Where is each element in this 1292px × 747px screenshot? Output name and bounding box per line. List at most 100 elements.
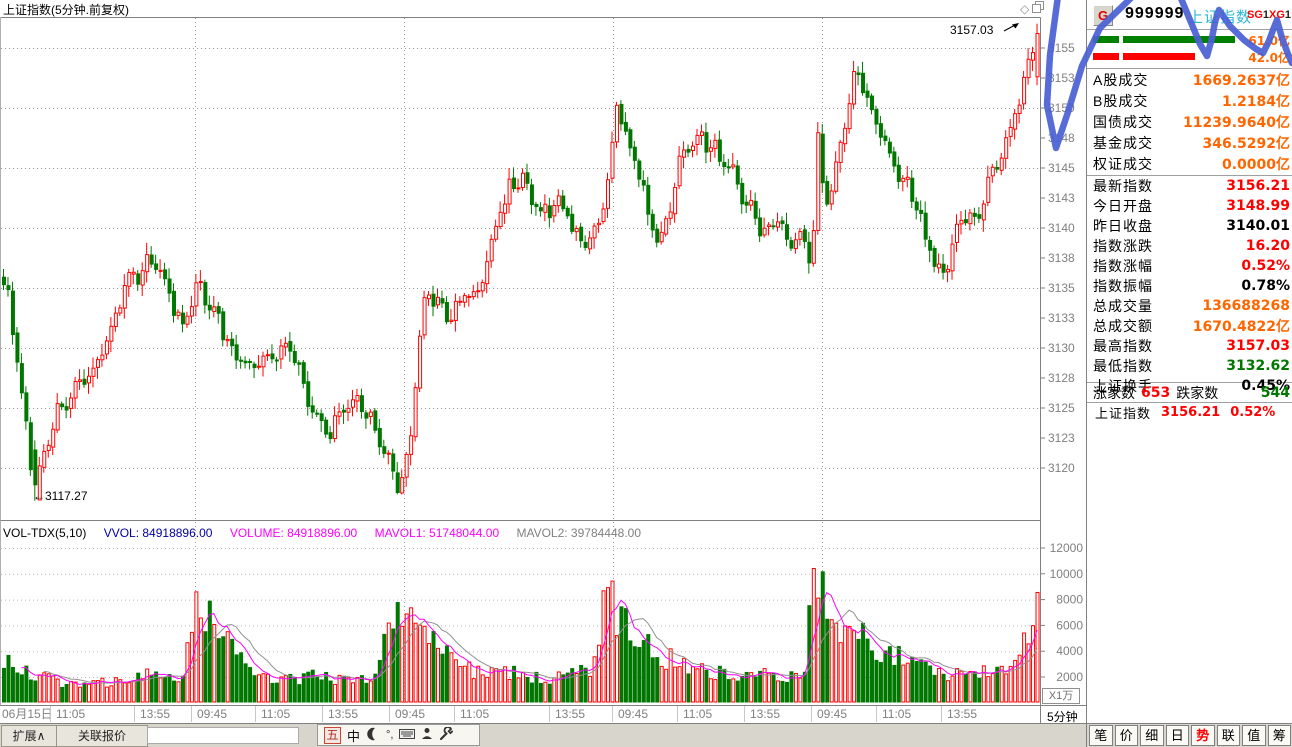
svg-text:11:05: 11:05 bbox=[261, 707, 290, 721]
status-bar: 扩展∧ 关联报价 五 中 °, bbox=[0, 723, 1086, 747]
intraday-chart-title: 上证指数 3156.21 0.52% bbox=[1087, 403, 1292, 421]
index-stat-3-row: 指数涨跌 16.20 bbox=[1087, 236, 1292, 256]
stock-name: 上证指数 bbox=[1188, 9, 1253, 26]
index-stat-10-row: 上证换手 0.45% bbox=[1087, 376, 1292, 396]
svg-text:3153: 3153 bbox=[1048, 71, 1075, 85]
index-stat-8-value: 3157.03 bbox=[1226, 338, 1290, 354]
turnover-2-value: 11239.9640亿 bbox=[1183, 114, 1290, 131]
diamond-icon[interactable]: ◇ bbox=[1020, 1, 1030, 16]
turnover-0-label: A股成交 bbox=[1093, 71, 1149, 88]
turnover-2-label: 国债成交 bbox=[1093, 113, 1153, 130]
index-stat-7-row: 总成交额 1670.4822亿 bbox=[1087, 316, 1292, 336]
svg-text:8000: 8000 bbox=[1056, 593, 1083, 607]
tag-sg1: SG1 bbox=[1247, 9, 1270, 21]
intraday-name: 上证指数 bbox=[1095, 405, 1152, 421]
panel-tab-价[interactable]: 价 bbox=[1114, 725, 1138, 746]
svg-text:3148: 3148 bbox=[1048, 131, 1075, 145]
index-stat-2-label: 昨日收盘 bbox=[1093, 218, 1153, 234]
g-button[interactable]: G bbox=[1093, 5, 1113, 26]
svg-text:4000: 4000 bbox=[1056, 644, 1083, 658]
panel-tab-细[interactable]: 细 bbox=[1140, 725, 1164, 746]
status-input-strip[interactable] bbox=[147, 727, 299, 744]
turnover-0-value: 1669.2637亿 bbox=[1192, 72, 1290, 89]
svg-text:3133: 3133 bbox=[1048, 311, 1075, 325]
ime-settings-wrench-icon[interactable] bbox=[439, 725, 454, 744]
panel-tab-联[interactable]: 联 bbox=[1216, 725, 1240, 746]
svg-text:3150: 3150 bbox=[1048, 101, 1075, 115]
svg-text:11:05: 11:05 bbox=[882, 707, 911, 721]
panel-tab-值[interactable]: 值 bbox=[1242, 725, 1266, 746]
index-stat-3-label: 指数涨跌 bbox=[1093, 238, 1153, 254]
quote-panel-header: G 999999 上证指数 SG1 XG1 bbox=[1087, 0, 1292, 30]
index-stat-9-label: 最低指数 bbox=[1093, 358, 1153, 374]
restore-window-icon[interactable] bbox=[1032, 1, 1045, 16]
ime-wubi-button[interactable]: 五 bbox=[324, 726, 341, 744]
turnover-1-label: B股成交 bbox=[1093, 92, 1149, 109]
index-stat-8-label: 最高指数 bbox=[1093, 338, 1153, 354]
index-stat-2-value: 3140.01 bbox=[1226, 218, 1290, 234]
panel-tab-日[interactable]: 日 bbox=[1165, 725, 1189, 746]
ime-user-icon[interactable] bbox=[421, 727, 433, 743]
expand-button[interactable]: 扩展∧ bbox=[1, 725, 57, 747]
svg-text:3125: 3125 bbox=[1048, 401, 1075, 415]
ime-keyboard-icon[interactable] bbox=[399, 728, 416, 743]
svg-text:11:05: 11:05 bbox=[683, 707, 712, 721]
period-selector[interactable]: 5分钟 bbox=[1047, 710, 1078, 724]
buy-sell-strength-bars: 61.0亿 42.0亿 bbox=[1087, 30, 1292, 69]
svg-text:3138: 3138 bbox=[1048, 251, 1075, 265]
low-price-annotation: ←3117.27 bbox=[33, 489, 88, 503]
index-stat-7-label: 总成交额 bbox=[1093, 318, 1153, 334]
panel-tab-势[interactable]: 势 bbox=[1191, 725, 1215, 746]
ime-fullmoon-icon[interactable] bbox=[366, 727, 380, 744]
advancers-count: 653 bbox=[1141, 384, 1171, 401]
index-stat-6-row: 总成交量 136688268 bbox=[1087, 296, 1292, 316]
svg-text:09:45: 09:45 bbox=[395, 707, 425, 721]
index-stat-3-value: 16.20 bbox=[1245, 238, 1290, 254]
buy-bar-segment bbox=[1093, 36, 1119, 43]
index-stat-9-row: 最低指数 3132.62 bbox=[1087, 356, 1292, 376]
buy-bar bbox=[1123, 36, 1235, 43]
svg-text:6000: 6000 bbox=[1056, 618, 1083, 632]
volume-unit-label: X1万 bbox=[1042, 688, 1080, 704]
decliners-count: 544 bbox=[1260, 384, 1290, 401]
sell-bar bbox=[1123, 53, 1195, 60]
advancers-decliners-row: 涨家数 653 跌家数 544 bbox=[1087, 383, 1292, 403]
svg-text:3145: 3145 bbox=[1048, 161, 1075, 175]
panel-tab-筹[interactable]: 筹 bbox=[1267, 725, 1291, 746]
index-stats-section: 最新指数 3156.21 今日开盘 3148.99 昨日收盘 3140.01 指数涨跌 16.… bbox=[1087, 176, 1292, 394]
svg-text:2000: 2000 bbox=[1056, 670, 1083, 684]
index-stat-1-row: 今日开盘 3148.99 bbox=[1087, 196, 1292, 216]
svg-text:09:45: 09:45 bbox=[618, 707, 648, 721]
sell-amount: 42.0亿 bbox=[1248, 51, 1290, 65]
panel-tab-笔[interactable]: 笔 bbox=[1089, 725, 1113, 746]
linked-quote-button[interactable]: 关联报价 bbox=[56, 725, 148, 747]
index-stat-9-value: 3132.62 bbox=[1226, 358, 1290, 374]
ime-language-button[interactable]: 中 bbox=[347, 728, 361, 744]
svg-text:3135: 3135 bbox=[1048, 281, 1075, 295]
ime-punctuation-button[interactable]: °, bbox=[386, 729, 394, 741]
intraday-change: 0.52% bbox=[1230, 404, 1276, 420]
svg-text:11:05: 11:05 bbox=[56, 707, 85, 721]
vvol-value: VVOL: 84918896.00 bbox=[103, 526, 213, 540]
svg-text:13:55: 13:55 bbox=[140, 707, 170, 721]
volume-value: VOLUME: 84918896.00 bbox=[229, 526, 358, 540]
index-stat-0-row: 最新指数 3156.21 bbox=[1087, 176, 1292, 196]
chart-title: 上证指数(5分钟.前复权) bbox=[3, 3, 130, 17]
svg-text:13:55: 13:55 bbox=[750, 707, 780, 721]
intraday-price: 3156.21 bbox=[1161, 404, 1221, 420]
turnover-2-row: 国债成交 11239.9640亿 bbox=[1087, 111, 1292, 132]
svg-text:13:55: 13:55 bbox=[947, 707, 977, 721]
index-stat-10-label: 上证换手 bbox=[1093, 378, 1153, 394]
panel-tab-bar: 笔价细日势联值筹 bbox=[1087, 723, 1292, 747]
volume-indicator-header: VOL-TDX(5,10) VVOL: 84918896.00 VOLUME: … bbox=[3, 526, 655, 540]
index-stat-5-label: 指数振幅 bbox=[1093, 278, 1153, 294]
svg-text:09:45: 09:45 bbox=[197, 707, 227, 721]
turnover-3-row: 基金成交 346.5292亿 bbox=[1087, 133, 1292, 154]
index-stat-1-label: 今日开盘 bbox=[1093, 198, 1153, 214]
index-stat-6-label: 总成交量 bbox=[1093, 298, 1153, 314]
quote-panel: G 999999 上证指数 SG1 XG1 61.0亿 42.0亿 A股成交 16… bbox=[1086, 0, 1292, 747]
turnover-4-value: 0.0000亿 bbox=[1221, 157, 1290, 174]
decliners-label: 跌家数 bbox=[1176, 384, 1219, 401]
turnover-3-label: 基金成交 bbox=[1093, 135, 1153, 152]
